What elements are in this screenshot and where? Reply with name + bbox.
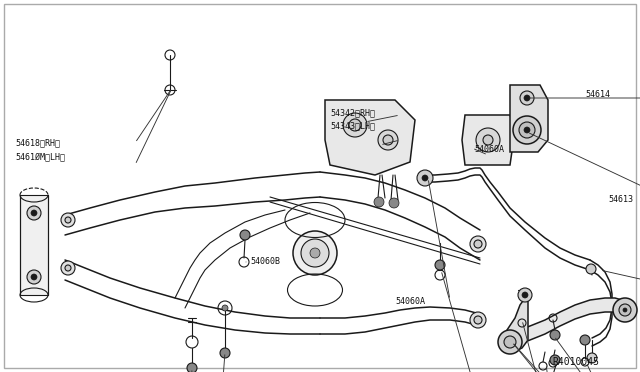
Circle shape xyxy=(27,270,41,284)
Text: 54060A: 54060A xyxy=(395,297,425,306)
Text: 54342〈RH〉: 54342〈RH〉 xyxy=(330,108,375,117)
Polygon shape xyxy=(325,100,415,175)
Circle shape xyxy=(293,231,337,275)
Circle shape xyxy=(240,230,250,240)
Circle shape xyxy=(389,198,399,208)
Circle shape xyxy=(519,122,535,138)
Circle shape xyxy=(310,248,320,258)
Circle shape xyxy=(550,330,560,340)
Text: 54613: 54613 xyxy=(608,195,633,204)
Circle shape xyxy=(483,135,493,145)
Polygon shape xyxy=(510,298,625,350)
Circle shape xyxy=(435,260,445,270)
Circle shape xyxy=(220,348,230,358)
Circle shape xyxy=(187,363,197,372)
Circle shape xyxy=(31,274,37,280)
Circle shape xyxy=(474,240,482,248)
Circle shape xyxy=(520,91,534,105)
Circle shape xyxy=(623,308,627,312)
FancyBboxPatch shape xyxy=(4,4,636,368)
Circle shape xyxy=(61,213,75,227)
Circle shape xyxy=(476,128,500,152)
Circle shape xyxy=(417,170,433,186)
Circle shape xyxy=(550,355,560,365)
Circle shape xyxy=(27,206,41,220)
Circle shape xyxy=(65,265,71,271)
Circle shape xyxy=(31,210,37,216)
Text: 54614: 54614 xyxy=(585,90,610,99)
Circle shape xyxy=(61,261,75,275)
Polygon shape xyxy=(462,115,515,165)
Circle shape xyxy=(522,292,528,298)
Text: 54343〈LH〉: 54343〈LH〉 xyxy=(330,121,375,130)
Circle shape xyxy=(349,119,361,131)
Text: 54060B: 54060B xyxy=(250,257,280,266)
Circle shape xyxy=(222,305,228,311)
Circle shape xyxy=(513,116,541,144)
Circle shape xyxy=(498,330,522,354)
Circle shape xyxy=(504,336,516,348)
Circle shape xyxy=(301,239,329,267)
Circle shape xyxy=(470,236,486,252)
Circle shape xyxy=(474,316,482,324)
Text: 54060A: 54060A xyxy=(474,145,504,154)
Text: 5461ØM〈LH〉: 5461ØM〈LH〉 xyxy=(15,152,65,161)
Circle shape xyxy=(374,197,384,207)
Circle shape xyxy=(524,127,530,133)
Circle shape xyxy=(383,135,393,145)
Polygon shape xyxy=(20,195,48,295)
Polygon shape xyxy=(507,292,528,352)
Circle shape xyxy=(613,298,637,322)
Circle shape xyxy=(518,288,532,302)
Circle shape xyxy=(422,175,428,181)
Circle shape xyxy=(580,335,590,345)
Polygon shape xyxy=(510,85,548,152)
Circle shape xyxy=(524,95,530,101)
Circle shape xyxy=(378,130,398,150)
Circle shape xyxy=(343,113,367,137)
Text: R4010045: R4010045 xyxy=(552,357,599,367)
Circle shape xyxy=(470,312,486,328)
Circle shape xyxy=(587,353,597,363)
Circle shape xyxy=(586,264,596,274)
Text: 54618〈RH〉: 54618〈RH〉 xyxy=(15,138,60,147)
Circle shape xyxy=(619,304,631,316)
Circle shape xyxy=(65,217,71,223)
